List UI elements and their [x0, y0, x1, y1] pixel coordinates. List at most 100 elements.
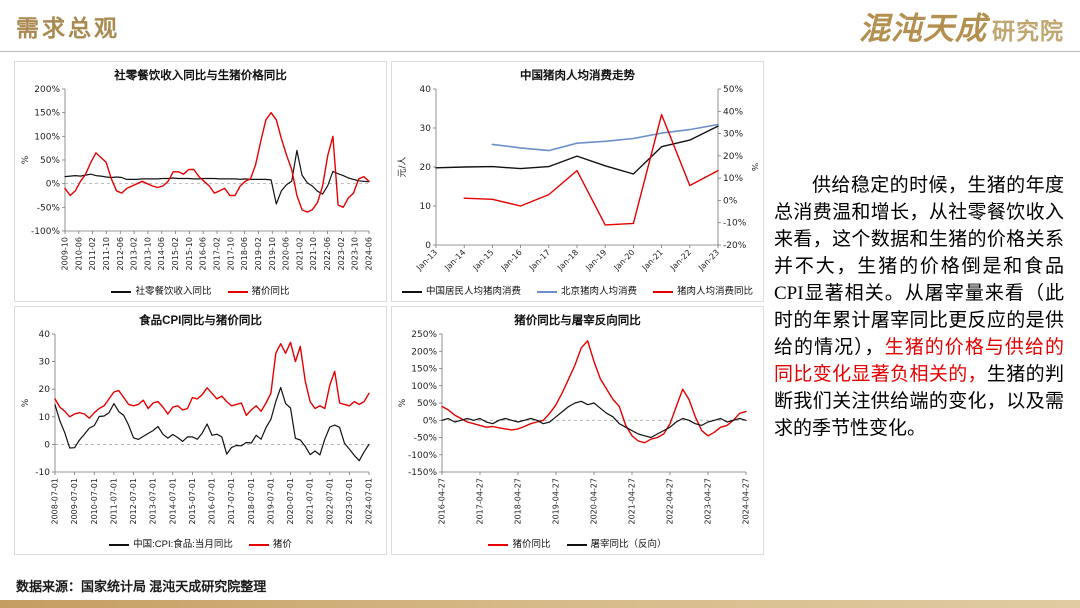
legend-line-swatch: [653, 290, 673, 293]
svg-text:2022-07-01: 2022-07-01: [325, 478, 334, 525]
chart-cpi-vs-pigprice: 食品CPI同比与猪价同比 40 30 20 10 0 -10% 2008-07-01 2009…: [14, 306, 387, 555]
svg-text:2013-02: 2013-02: [130, 237, 139, 270]
svg-text:2020-06: 2020-06: [282, 237, 291, 270]
svg-text:2023-10: 2023-10: [351, 237, 360, 270]
legend-label: 中国:CPI:食品:当月同比: [133, 539, 233, 550]
svg-text:2016-04-27: 2016-04-27: [438, 478, 447, 525]
legend-line-swatch: [536, 290, 557, 293]
chart-title: 中国猪肉人均消费走势: [520, 70, 635, 82]
logo: 混沌天成 研究院: [859, 3, 1064, 48]
chart-canvas: 40 30 20 10 0 -10% 2008-07-01 2009-07-01 2010-07…: [21, 330, 374, 525]
svg-text:2024-04-27: 2024-04-27: [742, 478, 751, 525]
charts-grid: 社零餐饮收入同比与生猪价格同比 200% 150% 100% 50% 0% -50% -10…: [14, 61, 764, 555]
svg-text:2021-02: 2021-02: [295, 237, 304, 270]
svg-text:2021-04-27: 2021-04-27: [628, 478, 637, 525]
svg-text:2011-07-01: 2011-07-01: [109, 478, 118, 525]
svg-text:Jan-20: Jan-20: [612, 248, 637, 273]
legend-label: 社零餐饮收入同比: [135, 286, 212, 297]
svg-text:2023-02: 2023-02: [337, 237, 346, 270]
legend-line-swatch: [566, 543, 587, 546]
legend-line-swatch: [109, 543, 130, 546]
svg-text:Jan-17: Jan-17: [527, 248, 552, 273]
svg-text:2019-04-27: 2019-04-27: [552, 478, 561, 525]
legend-item: 中国:CPI:食品:当月同比: [109, 537, 233, 552]
svg-text:2013-07-01: 2013-07-01: [149, 478, 158, 525]
svg-text:0%: 0%: [723, 196, 738, 206]
logo-text-main: 混沌天成: [859, 11, 987, 46]
svg-text:%: %: [749, 163, 758, 172]
svg-text:50%: 50%: [723, 85, 743, 95]
svg-text:2020-07-01: 2020-07-01: [286, 478, 295, 525]
svg-text:2009-10: 2009-10: [61, 237, 70, 270]
svg-text:10: 10: [39, 413, 51, 423]
svg-text:2018-07-01: 2018-07-01: [247, 478, 256, 525]
svg-text:2009-07-01: 2009-07-01: [70, 478, 79, 525]
svg-text:2010-07-01: 2010-07-01: [90, 478, 99, 525]
svg-text:0%: 0%: [423, 416, 438, 426]
svg-text:Jan-13: Jan-13: [414, 248, 439, 273]
svg-text:-150%: -150%: [408, 468, 437, 478]
chart-pork-consumption: 中国猪肉人均消费走势 40 30 20 10 0 50% 40% 30% 20% 10% 0% -10…: [391, 61, 764, 302]
legend-item: 中国居民人均猪肉消费: [401, 284, 521, 299]
svg-text:2012-07-01: 2012-07-01: [129, 478, 138, 525]
legend-label: 猪价同比: [251, 286, 290, 297]
svg-text:-100%: -100%: [408, 451, 437, 461]
svg-text:Jan-22: Jan-22: [668, 248, 693, 273]
chart-retail-vs-pigprice: 社零餐饮收入同比与生猪价格同比 200% 150% 100% 50% 0% -50% -10…: [14, 61, 387, 302]
svg-text:0: 0: [44, 440, 50, 450]
svg-text:Jan-16: Jan-16: [499, 248, 524, 273]
svg-text:200%: 200%: [34, 85, 60, 95]
svg-text:40: 40: [39, 330, 51, 340]
header: 需求总观 混沌天成 研究院: [0, 0, 1080, 52]
legend-label: 猪肉人均消费同比: [677, 286, 754, 297]
svg-text:2018-06: 2018-06: [240, 237, 249, 270]
svg-text:30: 30: [420, 124, 432, 134]
svg-text:Jan-14: Jan-14: [442, 248, 467, 273]
chart-title: 猪价同比与屠宰反向同比: [514, 315, 641, 327]
chart-canvas: 200% 150% 100% 50% 0% -50% -100%% 2009-10 2010-0…: [21, 85, 374, 270]
svg-text:2014-06: 2014-06: [157, 237, 166, 270]
svg-text:2015-02: 2015-02: [171, 237, 180, 270]
legend-line-swatch: [248, 543, 269, 546]
svg-text:2017-10: 2017-10: [226, 237, 235, 270]
svg-text:2019-10: 2019-10: [268, 237, 277, 270]
legend-label: 猪价同比: [512, 539, 551, 550]
svg-text:-50%: -50%: [414, 434, 438, 444]
svg-text:Jan-18: Jan-18: [555, 248, 580, 273]
chart-canvas: 250% 200% 150% 100% 50% 0% -50% -100% -150%% 2016…: [398, 330, 751, 525]
bottom-accent-bar: [0, 600, 1080, 608]
svg-text:Jan-23: Jan-23: [696, 248, 721, 273]
page-title: 需求总观: [16, 15, 120, 41]
svg-text:-100%: -100%: [31, 227, 60, 237]
svg-text:2019-07-01: 2019-07-01: [266, 478, 275, 525]
chart-legend: 中国:CPI:食品:当月同比 猪价: [19, 537, 382, 552]
svg-text:2022-04-27: 2022-04-27: [666, 478, 675, 525]
svg-text:0: 0: [425, 241, 431, 251]
svg-text:-50%: -50%: [37, 203, 61, 213]
legend-item: 北京猪肉人均消费: [536, 284, 637, 299]
data-source: 数据来源：国家统计局 混沌天成研究院整理: [16, 579, 267, 594]
svg-text:2023-07-01: 2023-07-01: [345, 478, 354, 525]
svg-text:40: 40: [420, 85, 432, 95]
svg-text:0%: 0%: [46, 180, 61, 190]
svg-text:Jan-15: Jan-15: [471, 248, 496, 273]
legend-item: 屠宰同比（反向）: [566, 537, 667, 552]
chart-legend: 社零餐饮收入同比 猪价同比: [19, 284, 382, 299]
legend-label: 北京猪肉人均消费: [560, 286, 637, 297]
svg-text:40%: 40%: [723, 107, 743, 117]
svg-text:100%: 100%: [34, 132, 60, 142]
legend-line-swatch: [401, 290, 422, 293]
svg-text:20: 20: [420, 163, 432, 173]
legend-line-swatch: [111, 290, 132, 293]
svg-text:2017-07-01: 2017-07-01: [227, 478, 236, 525]
svg-text:250%: 250%: [411, 330, 437, 340]
svg-text:2011-02: 2011-02: [88, 237, 97, 270]
svg-text:150%: 150%: [34, 109, 60, 119]
svg-text:10%: 10%: [723, 174, 743, 184]
chart-legend: 猪价同比 屠宰同比（反向）: [396, 537, 759, 552]
legend-line-swatch: [227, 290, 248, 293]
svg-text:2015-07-01: 2015-07-01: [188, 478, 197, 525]
legend-label: 中国居民人均猪肉消费: [425, 286, 521, 297]
legend-item: 猪肉人均消费同比: [653, 284, 753, 299]
chart-legend: 中国居民人均猪肉消费 北京猪肉人均消费 猪肉人均消费同比: [396, 284, 759, 299]
